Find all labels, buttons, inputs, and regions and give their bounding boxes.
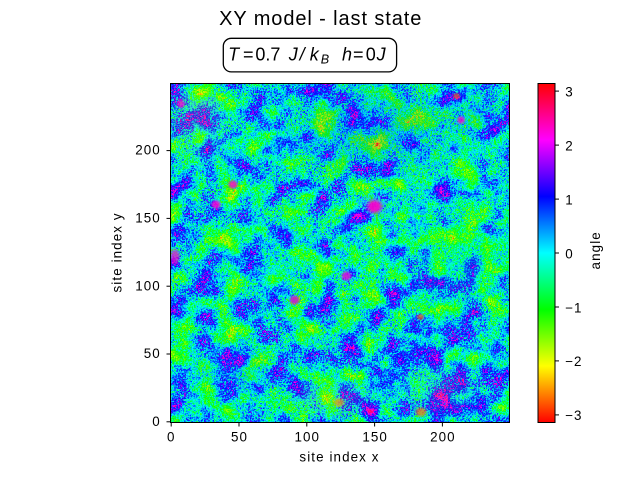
- svg-text:XY model - last state: XY model - last state: [219, 8, 422, 30]
- svg-text:0: 0: [366, 44, 376, 64]
- svg-text:200: 200: [135, 143, 161, 158]
- svg-text:50: 50: [231, 429, 248, 444]
- svg-text:site index y: site index y: [110, 212, 125, 292]
- svg-text:angle: angle: [588, 231, 603, 269]
- svg-text:site index x: site index x: [299, 449, 379, 464]
- svg-text:B: B: [321, 53, 329, 67]
- svg-text:200: 200: [430, 429, 456, 444]
- svg-text:1: 1: [565, 192, 574, 207]
- svg-text:150: 150: [362, 429, 388, 444]
- svg-text:50: 50: [144, 346, 161, 361]
- svg-text:k: k: [310, 44, 320, 64]
- svg-text:0: 0: [152, 414, 161, 429]
- svg-text:J: J: [288, 44, 299, 64]
- svg-text:T: T: [228, 44, 241, 64]
- svg-text:−3: −3: [565, 408, 582, 423]
- svg-text:150: 150: [135, 211, 161, 226]
- svg-text:100: 100: [135, 278, 161, 293]
- svg-text:0: 0: [565, 246, 574, 261]
- svg-text:−2: −2: [565, 354, 582, 369]
- svg-text:3: 3: [565, 84, 574, 99]
- svg-text:−1: −1: [565, 300, 582, 315]
- svg-text:0: 0: [167, 429, 176, 444]
- svg-text:J: J: [376, 44, 387, 64]
- svg-text:h: h: [342, 44, 352, 64]
- svg-text:=: =: [243, 44, 254, 64]
- svg-text:/: /: [298, 44, 307, 64]
- svg-text:100: 100: [295, 429, 321, 444]
- svg-text:=: =: [353, 44, 364, 64]
- svg-text:0.7: 0.7: [255, 44, 280, 64]
- svg-text:2: 2: [565, 138, 574, 153]
